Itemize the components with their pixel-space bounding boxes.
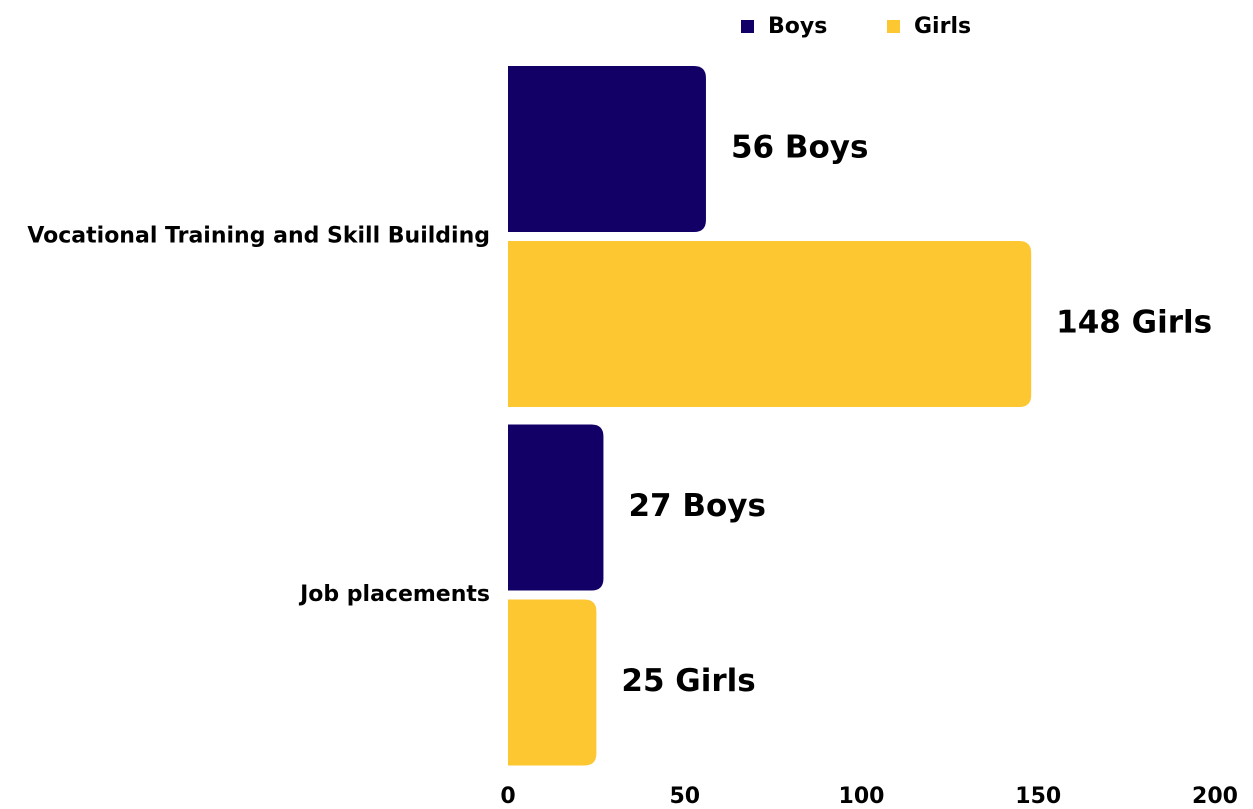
x-tick-label: 100 (839, 784, 885, 809)
x-tick-label: 0 (500, 784, 515, 809)
x-tick-label: 50 (669, 784, 700, 809)
legend-label: Boys (768, 14, 827, 39)
value-label: 56 Boys (731, 130, 869, 166)
bar (508, 241, 1032, 407)
value-label: 25 Girls (621, 663, 755, 699)
legend-label: Girls (914, 14, 971, 39)
x-tick-label: 200 (1192, 784, 1238, 809)
bar (508, 66, 706, 232)
legend-swatch (887, 20, 900, 33)
x-tick-label: 150 (1015, 784, 1061, 809)
y-tick-label: Job placements (298, 582, 490, 607)
bar (508, 424, 604, 591)
bar (508, 599, 597, 766)
value-label: 148 Girls (1056, 305, 1212, 341)
legend-swatch (741, 20, 754, 33)
y-tick-label: Vocational Training and Skill Building (27, 224, 490, 249)
value-label: 27 Boys (628, 488, 766, 524)
